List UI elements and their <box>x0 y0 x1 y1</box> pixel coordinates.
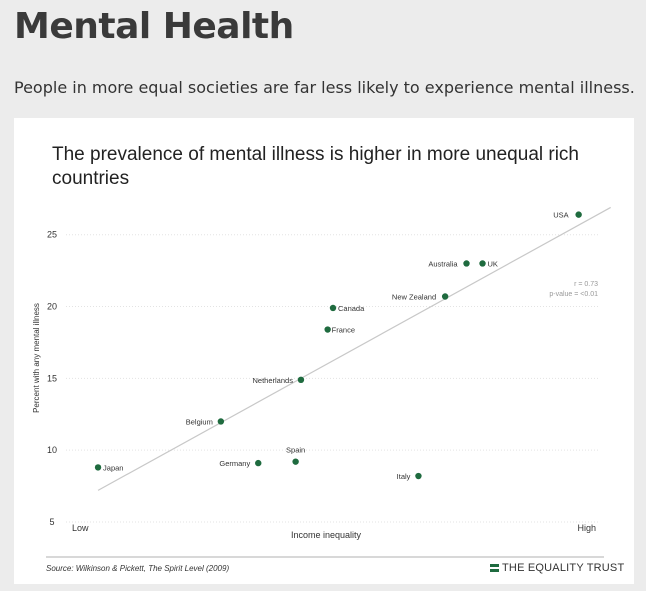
x-tick-label: Low <box>72 523 89 533</box>
point-label: Netherlands <box>253 376 294 385</box>
page-lead: People in more equal societies are far l… <box>14 78 635 97</box>
scatter-chart: 5 10 15 20 25 Low High Income inequality Percent… <box>32 206 611 558</box>
page-title: Mental Health <box>14 6 294 47</box>
data-point <box>463 260 470 267</box>
point-label: USA <box>553 211 568 220</box>
equality-trust-logo-icon <box>490 564 499 572</box>
x-axis-label: Income inequality <box>291 530 362 540</box>
stats-r: r = 0.73 <box>574 281 598 288</box>
brand-logo: THE EQUALITY TRUST <box>490 562 624 574</box>
data-point <box>255 459 262 467</box>
y-axis-label: Percent with any mental illness <box>32 303 41 413</box>
stats-p: p-value = <0.01 <box>549 291 598 298</box>
point-label: Germany <box>219 459 250 468</box>
data-point <box>94 464 102 471</box>
chart-source: Source: Wilkinson & Pickett, The Spirit … <box>46 564 230 573</box>
x-tick-label: High <box>577 523 596 533</box>
chart-card: The prevalence of mental illness is high… <box>14 118 634 584</box>
data-point <box>297 376 305 383</box>
point-label: Belgium <box>186 417 213 426</box>
data-point <box>415 472 422 480</box>
y-tick-label: 5 <box>49 517 54 527</box>
point-label: Australia <box>428 259 458 268</box>
chart-title: The prevalence of mental illness is high… <box>52 144 579 189</box>
y-tick-label: 20 <box>47 302 57 312</box>
y-tick-label: 25 <box>47 230 57 240</box>
point-label: UK <box>488 259 498 268</box>
data-point <box>324 326 331 333</box>
point-label: Japan <box>103 463 123 472</box>
data-point <box>575 211 582 218</box>
data-point <box>441 293 449 300</box>
point-label: Spain <box>286 446 305 455</box>
data-point <box>479 260 486 267</box>
point-label: Italy <box>397 472 411 481</box>
trend-line <box>97 206 611 491</box>
data-point <box>217 418 225 425</box>
point-label: New Zealand <box>392 292 436 301</box>
point-label: Canada <box>338 304 365 313</box>
data-point <box>329 304 337 312</box>
data-point <box>292 458 299 465</box>
point-label: France <box>332 326 355 335</box>
y-tick-label: 15 <box>47 373 57 383</box>
brand-name: THE EQUALITY TRUST <box>502 562 625 574</box>
y-tick-label: 10 <box>47 445 57 455</box>
